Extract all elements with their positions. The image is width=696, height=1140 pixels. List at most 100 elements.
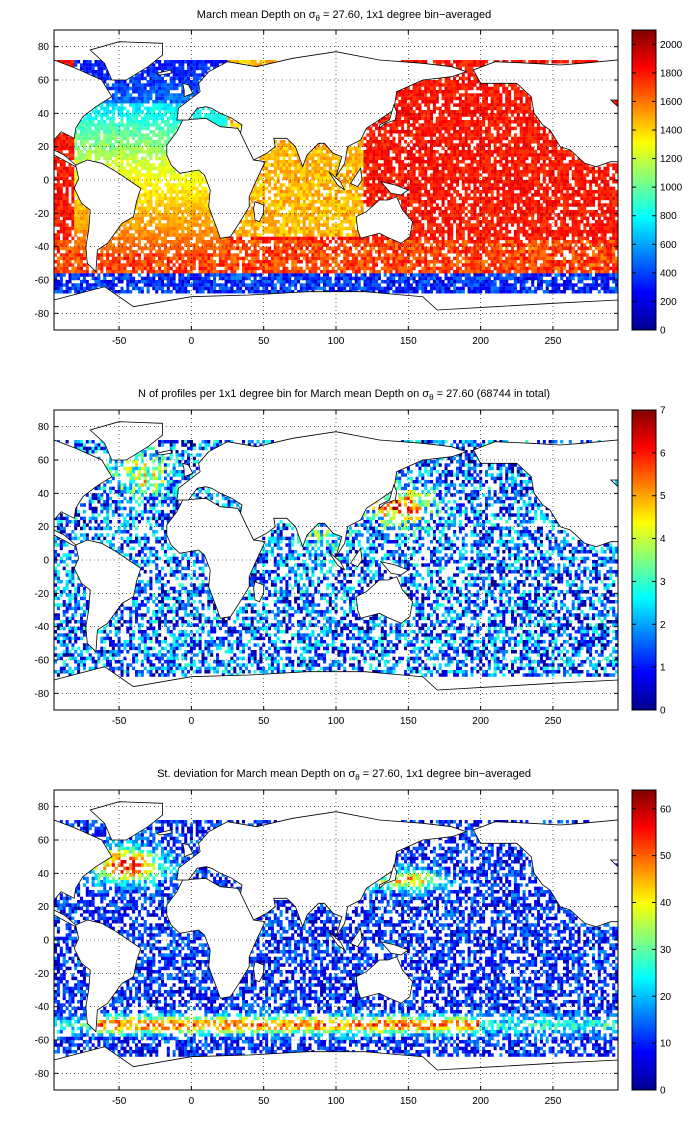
heatmap-cell xyxy=(499,120,503,124)
heatmap-cell xyxy=(377,183,381,187)
heatmap-cell xyxy=(441,120,445,124)
heatmap-cell xyxy=(476,216,480,221)
heatmap-cell xyxy=(120,120,124,124)
heatmap-cell xyxy=(111,113,115,117)
heatmap-cell xyxy=(456,170,460,174)
heatmap-cell xyxy=(172,170,176,174)
heatmap-cell xyxy=(424,86,428,91)
heatmap-cell xyxy=(126,93,130,97)
heatmap-cell xyxy=(522,230,526,234)
heatmap-cell xyxy=(568,166,572,171)
heatmap-cell xyxy=(560,210,564,214)
heatmap-cell xyxy=(360,160,364,164)
heatmap-cell xyxy=(111,143,115,147)
heatmap-cell xyxy=(597,186,601,191)
heatmap-cell xyxy=(479,193,483,197)
heatmap-cell xyxy=(461,200,465,204)
heatmap-cell xyxy=(424,203,428,207)
heatmap-cell xyxy=(470,173,474,177)
heatmap-cell xyxy=(513,126,517,131)
heatmap-cell xyxy=(375,160,379,164)
heatmap-cell xyxy=(85,140,89,144)
heatmap-cell xyxy=(103,146,107,151)
heatmap-cell xyxy=(334,170,338,174)
heatmap-cell xyxy=(276,203,280,207)
heatmap-cell xyxy=(430,183,434,187)
heatmap-cell xyxy=(288,153,292,157)
heatmap-cell xyxy=(262,226,266,231)
heatmap-cell xyxy=(603,180,607,184)
heatmap-cell xyxy=(77,146,81,151)
heatmap-cell xyxy=(438,226,442,231)
heatmap-cell xyxy=(375,176,379,181)
heatmap-cell xyxy=(580,166,584,171)
heatmap-cell xyxy=(244,213,248,217)
heatmap-cell xyxy=(482,100,486,104)
heatmap-cell xyxy=(163,140,167,144)
heatmap-cell xyxy=(557,170,561,174)
heatmap-cell xyxy=(513,83,517,87)
heatmap-cell xyxy=(490,103,494,107)
heatmap-cell xyxy=(485,183,489,187)
heatmap-cell xyxy=(493,203,497,207)
heatmap-cell xyxy=(574,223,578,227)
heatmap-cell xyxy=(187,63,191,67)
heatmap-cell xyxy=(308,223,312,227)
heatmap-cell xyxy=(476,136,480,141)
heatmap-cell xyxy=(204,190,208,194)
heatmap-cell xyxy=(268,153,272,157)
heatmap-cell xyxy=(534,160,538,164)
heatmap-cell xyxy=(106,83,110,87)
heatmap-cell xyxy=(74,143,78,147)
heatmap-cell xyxy=(80,143,84,147)
heatmap-cell xyxy=(106,133,110,137)
heatmap-cell xyxy=(218,113,222,117)
heatmap-cell xyxy=(317,173,321,177)
heatmap-cell xyxy=(545,150,549,154)
heatmap-cell xyxy=(464,120,468,124)
heatmap-cell xyxy=(404,176,408,181)
heatmap-cell xyxy=(288,180,292,184)
heatmap-cell xyxy=(320,230,324,234)
heatmap-cell xyxy=(140,146,144,151)
heatmap-cell xyxy=(85,226,89,231)
heatmap-cell xyxy=(166,63,170,67)
heatmap-cell xyxy=(424,140,428,144)
heatmap-cell xyxy=(146,163,150,167)
heatmap-cell xyxy=(349,156,353,161)
heatmap-cell xyxy=(537,230,541,234)
heatmap-cell xyxy=(406,110,410,114)
heatmap-cell xyxy=(516,103,520,107)
heatmap-cell xyxy=(163,183,167,187)
heatmap-cell xyxy=(412,183,416,187)
heatmap-cell xyxy=(111,150,115,154)
heatmap-cell xyxy=(511,100,515,104)
heatmap-cell xyxy=(117,100,121,104)
heatmap-cell xyxy=(522,213,526,217)
heatmap-cell xyxy=(450,116,454,121)
heatmap-cell xyxy=(609,200,613,204)
heatmap-cell xyxy=(467,106,471,111)
heatmap-cell xyxy=(262,173,266,177)
heatmap-cell xyxy=(132,136,136,141)
heatmap-cell xyxy=(291,160,295,164)
heatmap-cell xyxy=(184,186,188,191)
heatmap-cell xyxy=(508,193,512,197)
heatmap-cell xyxy=(323,203,327,207)
heatmap-cell xyxy=(302,176,306,181)
heatmap-cell xyxy=(586,193,590,197)
heatmap-cell xyxy=(487,133,491,137)
heatmap-cell xyxy=(256,176,260,181)
heatmap-cell xyxy=(383,130,387,134)
heatmap-cell xyxy=(427,210,431,214)
heatmap-cell xyxy=(172,96,176,101)
heatmap-cell xyxy=(68,213,72,217)
heatmap-cell xyxy=(331,200,335,204)
heatmap-cell xyxy=(207,210,211,214)
heatmap-cell xyxy=(71,60,75,64)
heatmap-cell xyxy=(430,196,434,201)
heatmap-cell xyxy=(375,136,379,141)
heatmap-cell xyxy=(557,156,561,161)
heatmap-cell xyxy=(487,220,491,224)
heatmap-cell xyxy=(302,206,306,211)
